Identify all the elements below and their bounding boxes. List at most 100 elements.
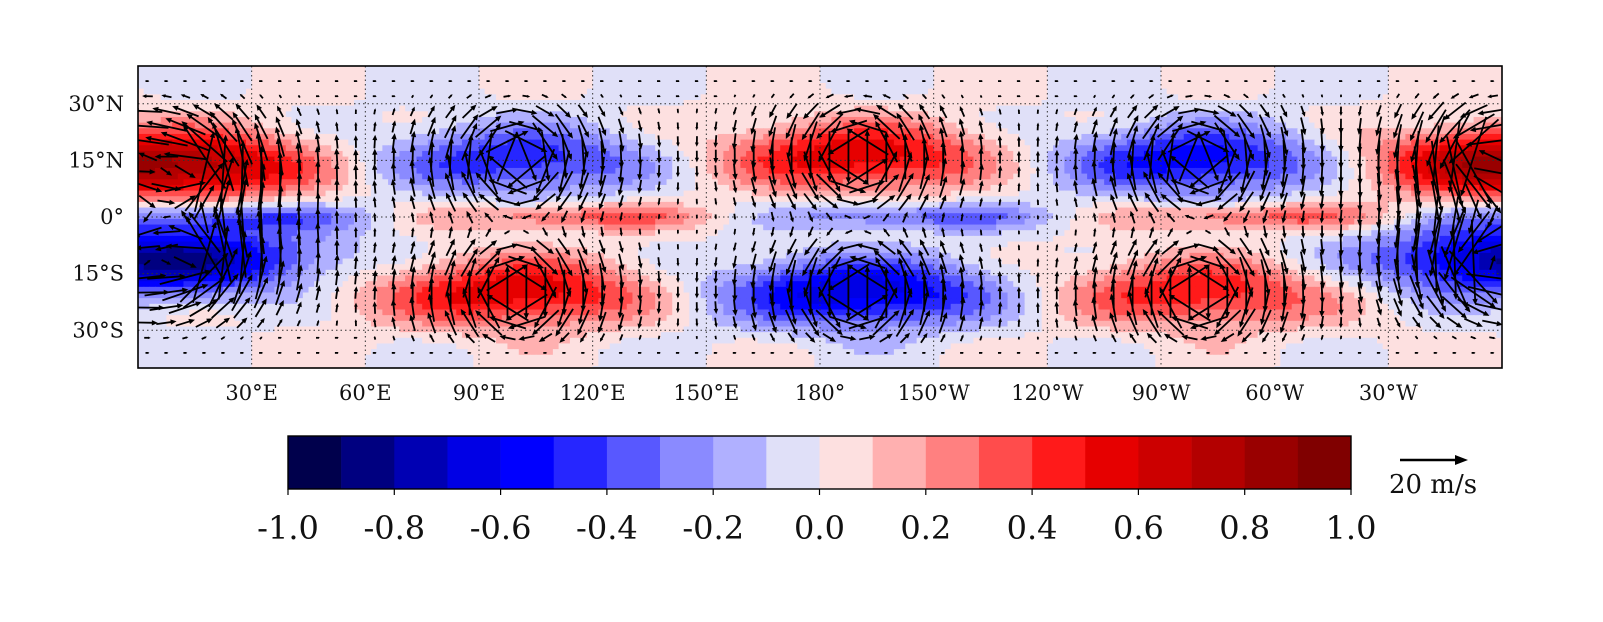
contour-cell [240,111,247,118]
contour-cell [945,99,952,107]
contour-cell [513,82,520,90]
contour-cell [967,122,975,129]
contour-cell [638,66,645,73]
contour-cell [308,82,315,90]
contour-cell [1240,77,1247,84]
contour-cell [621,162,628,169]
contour-cell [388,179,395,186]
contour-cell [461,88,469,95]
contour-cell [1348,173,1355,180]
contour-cell [189,66,196,73]
contour-cell [888,173,895,180]
contour-cell [1251,116,1259,124]
contour-cell [1013,145,1020,152]
contour-cell [626,94,634,101]
contour-cell [1354,105,1361,112]
contour-cell [757,77,764,84]
contour-cell [649,82,656,90]
contour-cell [1098,139,1105,146]
contour-cell [416,66,423,73]
contour-cell [331,77,338,84]
contour-cell [649,99,656,107]
contour-cell [729,71,736,78]
contour-cell [797,173,804,180]
contour-cell [621,82,628,90]
contour-cell [683,150,690,158]
contour-cell [1081,173,1088,180]
contour-cell [200,82,207,90]
contour-cell [1149,156,1156,163]
contour-cell [984,150,992,158]
contour-cell [768,116,776,124]
contour-cell [956,150,963,158]
contour-cell [831,116,838,124]
contour-cell [456,88,463,95]
contour-cell [251,162,258,169]
contour-cell [638,116,645,124]
contour-cell [211,99,219,107]
contour-cell [530,82,537,90]
contour-cell [439,71,446,78]
contour-cell [285,145,293,152]
contour-cell [757,116,764,124]
contour-cell [1138,71,1145,78]
contour-cell [683,162,690,169]
contour-cell [376,167,383,175]
contour-cell [245,128,253,135]
contour-cell [1121,167,1128,175]
contour-cell [194,111,202,118]
contour-cell [1416,99,1424,107]
contour-cell [609,77,616,84]
contour-cell [740,82,747,90]
contour-cell [643,99,651,107]
contour-cell [280,105,287,112]
contour-cell [1331,99,1338,107]
contour-cell [1416,105,1424,112]
contour-cell [456,105,463,112]
contour-cell [746,139,753,146]
contour-cell [388,66,395,73]
contour-cell [956,94,963,101]
contour-cell [547,71,554,78]
contour-cell [1092,128,1100,135]
contour-cell [950,105,957,112]
contour-cell [1354,150,1361,158]
contour-cell [245,99,253,107]
contour-cell [604,66,611,73]
contour-cell [336,145,344,152]
contour-cell [1467,71,1475,78]
contour-cell [240,71,247,78]
contour-cell [1223,179,1230,186]
contour-cell [405,88,412,95]
contour-cell [1064,88,1071,95]
contour-cell [706,71,713,78]
contour-cell [643,88,651,95]
contour-cell [1166,88,1173,95]
contour-cell [160,94,168,101]
contour-cell [797,167,804,175]
contour-cell [1234,162,1242,169]
contour-cell [444,162,452,169]
contour-cell [581,105,588,112]
contour-cell [422,128,429,135]
contour-cell [1007,116,1014,124]
contour-cell [626,122,634,129]
contour-cell [1342,162,1350,169]
contour-cell [649,145,656,152]
contour-cell [1388,82,1395,90]
contour-cell [1462,82,1469,90]
contour-cell [1206,111,1213,118]
contour-cell [842,173,850,180]
contour-cell [905,122,912,129]
contour-cell [797,94,804,101]
contour-cell [1212,156,1219,163]
contour-cell [871,122,878,129]
contour-cell [723,82,730,90]
contour-cell [1030,122,1037,129]
contour-cell [865,105,872,112]
contour-cell [1240,162,1247,169]
contour-cell [1030,145,1037,152]
contour-cell [1115,128,1122,135]
contour-cell [376,145,383,152]
contour-cell [507,71,514,78]
